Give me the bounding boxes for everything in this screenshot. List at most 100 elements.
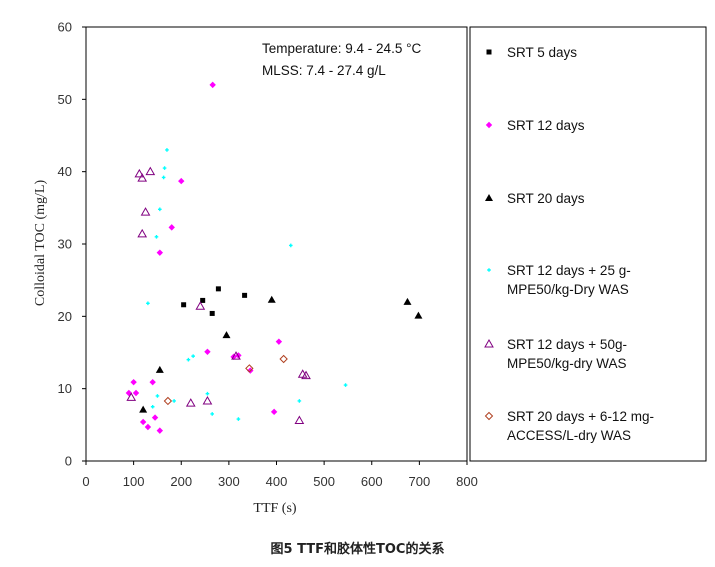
data-point xyxy=(279,354,288,364)
legend-marker xyxy=(485,121,493,129)
y-tick-label: 30 xyxy=(58,237,72,252)
data-points xyxy=(125,81,423,434)
series-4 xyxy=(146,148,348,421)
data-point xyxy=(146,301,150,306)
data-point xyxy=(156,427,164,434)
figure-caption: 图5 TTF和胶体性TOC的关系 xyxy=(270,542,445,557)
axis-ticks: 0 100 200 300 400 500 600 700 800 0 10 20 30 40 50 60 xyxy=(58,20,478,490)
legend-item-3: SRT 20 days xyxy=(485,191,585,206)
legend-label: MPE50/kg-Dry WAS xyxy=(507,282,629,297)
data-point xyxy=(181,302,187,308)
series-2 xyxy=(125,81,283,434)
legend-label: ACCESS/L-dry WAS xyxy=(507,428,631,443)
plot-area xyxy=(85,26,468,462)
legend-marker xyxy=(486,49,492,55)
series-5 xyxy=(126,166,311,424)
data-point xyxy=(210,412,215,416)
legend-marker xyxy=(484,338,494,348)
data-point xyxy=(161,175,166,180)
data-point xyxy=(202,395,213,405)
data-point xyxy=(301,370,311,380)
series-3 xyxy=(139,295,423,413)
data-point xyxy=(209,310,215,316)
legend-item-4: SRT 12 days + 25 g- MPE50/kg-Dry WAS xyxy=(487,263,631,297)
data-point xyxy=(200,297,206,303)
data-point xyxy=(294,415,305,424)
data-point xyxy=(139,418,147,426)
data-point xyxy=(205,391,210,396)
y-axis-title: Colloidal TOC (mg/L) xyxy=(33,180,48,307)
data-point xyxy=(162,166,167,170)
x-axis-title: TTF (s) xyxy=(253,501,297,516)
data-point xyxy=(145,166,156,176)
data-point xyxy=(137,173,148,182)
data-point xyxy=(150,404,155,409)
data-point xyxy=(137,228,148,238)
data-point xyxy=(134,168,145,178)
data-point xyxy=(149,378,156,386)
data-point xyxy=(156,249,164,256)
data-point xyxy=(155,394,160,398)
legend-label: SRT 20 days xyxy=(507,191,585,206)
legend-label: SRT 20 days + 6-12 mg- xyxy=(507,409,654,424)
series-6 xyxy=(163,354,288,406)
legend-label: SRT 12 days + 25 g- xyxy=(507,263,631,278)
data-point xyxy=(154,234,159,239)
legend-label: SRT 5 days xyxy=(507,45,577,60)
data-point xyxy=(186,357,191,362)
data-point xyxy=(151,414,159,421)
y-tick-label: 0 xyxy=(65,454,72,469)
scatter-chart: 0 100 200 300 400 500 600 700 800 0 10 20 30 40 50 60 T… xyxy=(33,20,707,516)
data-point xyxy=(231,351,241,360)
x-tick-label: 200 xyxy=(170,474,192,489)
data-point xyxy=(185,398,196,407)
data-point xyxy=(288,243,293,248)
annotation-temperature: Temperature: 9.4 - 24.5 °C xyxy=(262,41,421,56)
data-point xyxy=(155,365,164,373)
data-point xyxy=(403,297,412,305)
legend-marker xyxy=(487,268,491,272)
data-point xyxy=(139,405,148,413)
legend-marker xyxy=(484,411,494,421)
data-point xyxy=(275,338,283,345)
x-tick-label: 600 xyxy=(361,474,383,489)
y-tick-label: 60 xyxy=(58,20,72,35)
data-point xyxy=(236,417,241,421)
data-point xyxy=(209,81,216,89)
data-point xyxy=(178,177,185,185)
data-point xyxy=(172,399,176,403)
data-point xyxy=(140,207,151,216)
data-point xyxy=(163,396,173,406)
legend-marker xyxy=(485,194,493,201)
data-point xyxy=(245,364,254,373)
legend-item-5: SRT 12 days + 50g- MPE50/kg-dry WAS xyxy=(484,337,627,371)
data-point xyxy=(267,295,276,303)
data-point xyxy=(215,286,221,292)
plot-border xyxy=(85,26,468,462)
data-point xyxy=(195,301,206,310)
series-1 xyxy=(181,286,248,316)
data-point xyxy=(297,399,302,403)
y-tick-label: 40 xyxy=(58,164,72,179)
legend-item-2: SRT 12 days xyxy=(485,118,585,133)
data-point xyxy=(343,383,348,387)
legend-box xyxy=(469,26,707,462)
x-tick-label: 400 xyxy=(266,474,288,489)
legend-label: MPE50/kg-dry WAS xyxy=(507,356,627,371)
data-point xyxy=(297,369,308,378)
data-point xyxy=(126,392,137,401)
data-point xyxy=(414,311,423,319)
data-point xyxy=(158,207,162,212)
legend-item-1: SRT 5 days xyxy=(486,45,577,60)
data-point xyxy=(242,292,248,298)
x-tick-label: 100 xyxy=(123,474,145,489)
x-tick-label: 800 xyxy=(456,474,478,489)
data-point xyxy=(222,331,231,339)
data-point xyxy=(168,224,175,231)
x-tick-label: 500 xyxy=(313,474,335,489)
x-tick-label: 700 xyxy=(409,474,431,489)
data-point xyxy=(191,354,195,358)
data-point xyxy=(130,378,137,386)
legend-label: SRT 12 days xyxy=(507,118,585,133)
legend: SRT 5 days SRT 12 days SRT 20 days SRT 12 d… xyxy=(469,26,707,462)
